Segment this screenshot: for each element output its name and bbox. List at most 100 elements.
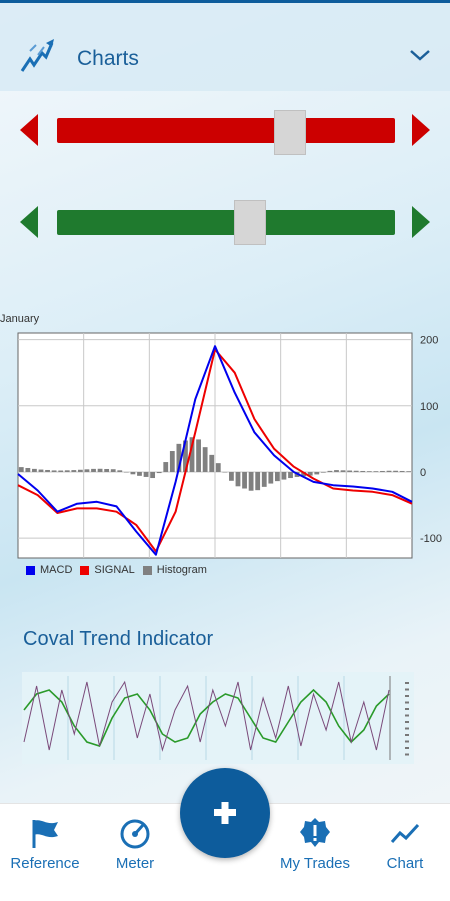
histogram-bar <box>176 443 182 472</box>
histogram-bar <box>163 462 169 472</box>
legend-label: MACD <box>40 564 73 576</box>
histogram-bar <box>235 471 241 487</box>
macd-line <box>17 345 413 556</box>
nav-meter[interactable]: Meter <box>90 804 180 901</box>
legend-swatch <box>142 565 152 575</box>
histogram-bar <box>32 468 37 472</box>
histogram-bar <box>58 470 64 472</box>
histogram-bar <box>137 471 142 476</box>
arrow-right-icon[interactable] <box>410 113 432 147</box>
red-slider-track[interactable] <box>57 118 395 143</box>
histogram-bar <box>380 470 385 472</box>
status-strip <box>0 0 450 3</box>
histogram-bar <box>288 471 293 479</box>
histogram-bar <box>274 471 280 482</box>
arrow-right-icon[interactable] <box>410 205 432 239</box>
arrow-left-icon[interactable] <box>18 113 40 147</box>
red-slider[interactable] <box>0 105 450 155</box>
green-slider[interactable] <box>0 197 450 247</box>
add-trade-button[interactable] <box>180 768 270 858</box>
histogram-bar <box>366 471 372 472</box>
histogram-bar <box>183 440 188 472</box>
histogram-bar <box>334 470 339 472</box>
macd-legend: MACD SIGNAL Histogram <box>26 562 215 578</box>
legend-item-histogram: Histogram <box>142 564 207 576</box>
nav-my-trades[interactable]: My Trades <box>270 804 360 901</box>
histogram-bar <box>215 463 221 472</box>
nav-label: Meter <box>115 855 155 872</box>
page-title: Charts <box>77 47 139 70</box>
histogram-bar <box>84 469 90 472</box>
histogram-bar <box>18 467 24 472</box>
signal-line <box>17 348 413 553</box>
histogram-bar <box>123 471 129 473</box>
scale-tick <box>405 734 409 736</box>
histogram-bar <box>117 470 123 472</box>
histogram-bar <box>242 471 247 489</box>
alert-badge-icon <box>300 818 330 847</box>
plus-icon <box>214 802 236 824</box>
histogram-bar <box>110 469 116 472</box>
histogram-bar <box>45 469 50 472</box>
histogram-bar <box>130 471 136 475</box>
scale-tick <box>405 747 409 749</box>
histogram-bar <box>209 454 215 472</box>
histogram-bar <box>104 468 110 472</box>
histogram-bar <box>255 471 261 491</box>
legend-swatch <box>80 565 90 575</box>
histogram-bar <box>150 471 156 479</box>
histogram-bar <box>143 471 149 477</box>
green-slider-track[interactable] <box>57 210 395 235</box>
coval-title: Coval Trend Indicator <box>23 628 214 650</box>
trend-line <box>23 688 390 747</box>
trend-line-icon <box>390 823 420 843</box>
red-slider-thumb[interactable] <box>274 110 307 155</box>
histogram-bar <box>156 471 162 474</box>
histogram-bar <box>327 470 333 472</box>
histogram-bar <box>169 451 175 472</box>
oscillator-line <box>23 680 390 752</box>
y-tick-label: 0 <box>420 467 426 479</box>
histogram-bar <box>360 470 366 472</box>
scale-tick <box>405 688 409 691</box>
nav-label: Chart <box>386 855 424 872</box>
histogram-bar <box>51 470 57 472</box>
y-tick-label: 200 <box>420 335 438 347</box>
histogram-bar <box>399 470 405 472</box>
histogram-bar <box>307 471 313 476</box>
histogram-bar <box>393 470 398 472</box>
charts-header[interactable]: Charts <box>0 3 450 91</box>
histogram-bar <box>373 471 379 472</box>
green-slider-thumb[interactable] <box>233 200 266 245</box>
histogram-bar <box>64 470 70 472</box>
scale-tick <box>405 740 409 743</box>
scale-tick <box>405 695 409 697</box>
legend-item-macd: MACD <box>26 564 72 576</box>
histogram-bar <box>91 468 96 472</box>
nav-reference[interactable]: Reference <box>0 804 90 901</box>
scale-tick <box>405 708 409 710</box>
coval-trend-chart <box>22 672 414 764</box>
y-tick-label: -100 <box>420 533 442 545</box>
histogram-bar <box>406 471 412 472</box>
histogram-bar <box>281 471 287 480</box>
chevron-down-icon[interactable] <box>408 45 432 65</box>
nav-chart[interactable]: Chart <box>360 804 450 901</box>
nav-label: Reference <box>10 855 80 872</box>
macd-chart: 200 100 0 -100 <box>17 332 442 559</box>
flag-icon <box>32 820 58 848</box>
histogram-bar <box>340 470 346 472</box>
histogram-bar <box>347 470 353 472</box>
histogram-bar <box>301 471 307 477</box>
chart-arrow-logo-icon <box>20 39 54 72</box>
histogram-bar <box>268 471 274 484</box>
histogram-bar <box>261 471 267 487</box>
coval-plot-area <box>22 672 414 764</box>
histogram-bar <box>248 471 254 491</box>
scale-tick <box>405 753 409 756</box>
legend-item-signal: SIGNAL <box>80 564 135 576</box>
histogram-bar <box>77 469 83 472</box>
histogram-bar <box>320 471 326 473</box>
arrow-left-icon[interactable] <box>18 205 40 239</box>
histogram-bar <box>314 471 320 475</box>
